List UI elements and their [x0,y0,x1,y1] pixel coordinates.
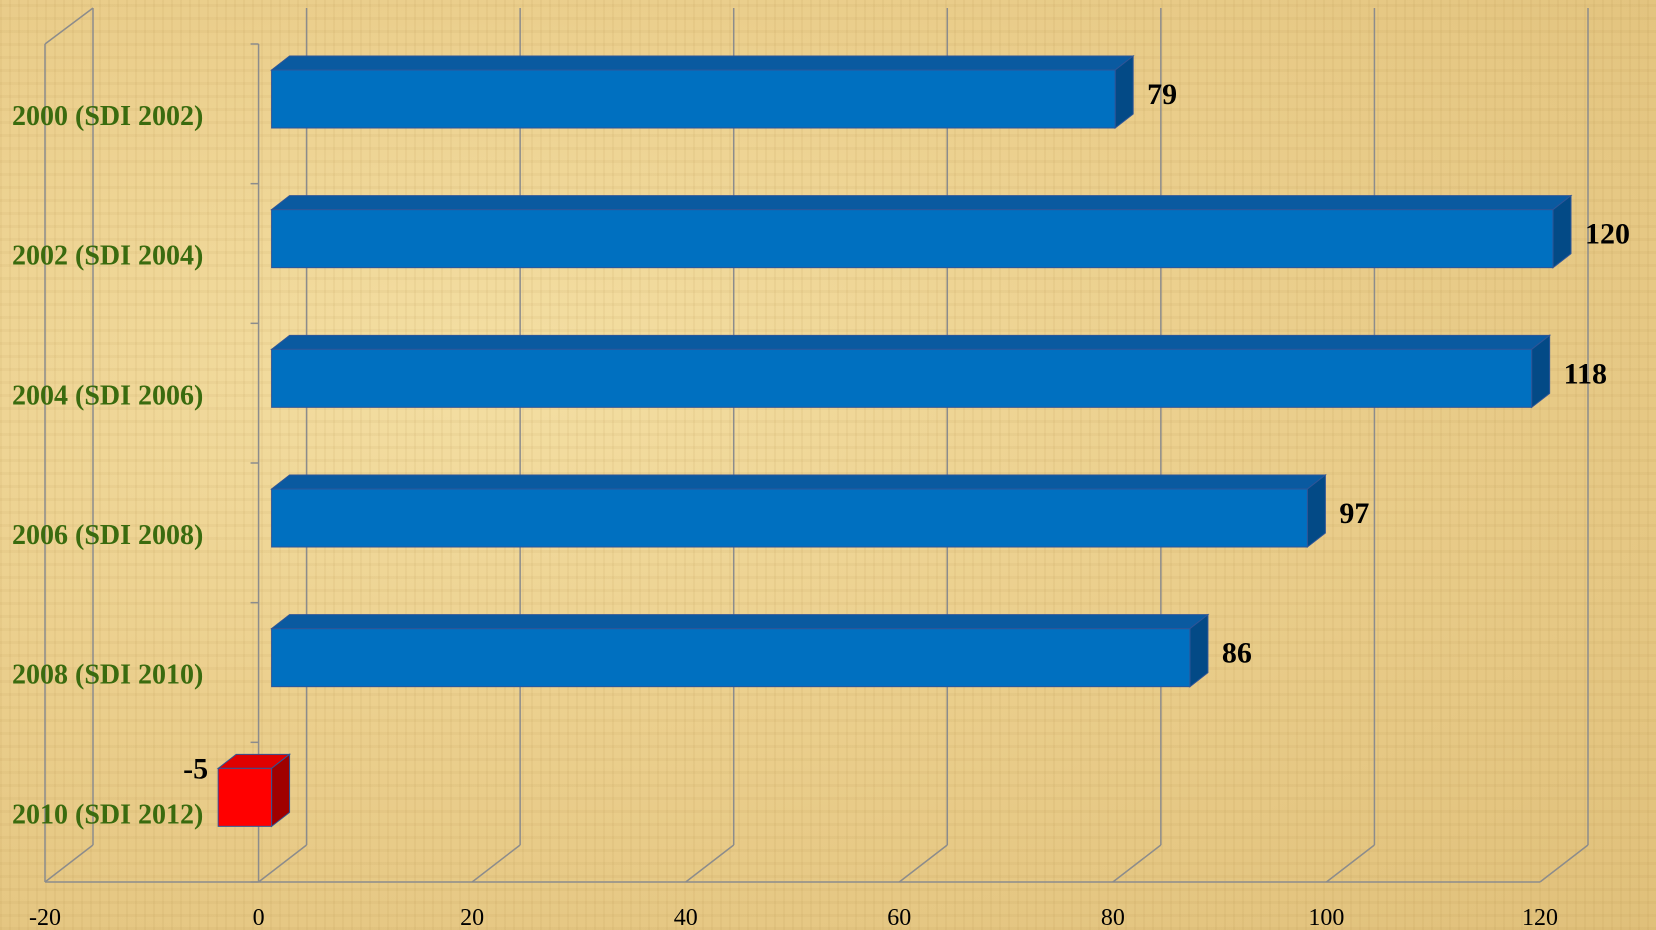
category-axis [250,43,260,883]
gridline-x-40 [685,8,735,883]
gridline-x-100 [1325,8,1376,883]
data-label-1: 79 [1147,78,1177,111]
bars [216,54,1573,828]
bar-4 [270,473,1327,549]
left-wall-top [44,7,94,45]
data-label-3: 118 [1564,357,1607,390]
gridline-x-80 [1112,8,1162,883]
x-tick-label-20: 20 [460,905,484,930]
data-label-6: -5 [183,752,208,785]
category-label: 2004 (SDI 2006) [12,380,203,411]
category-label: 2002 (SDI 2004) [12,241,203,272]
gridlines [44,7,1589,883]
labels: -20 0 20 40 60 80 100 120 2000 (SDI 2002) 2002 (S… [12,78,1630,930]
category-label: 2008 (SDI 2010) [12,660,203,691]
x-tick-label-0: 0 [253,905,265,930]
bar-6 [216,753,292,828]
x-tick-label-60: 60 [887,905,911,930]
category-label: 2006 (SDI 2008) [12,520,203,551]
x-tick-label-120: 120 [1522,905,1558,930]
bar-1 [270,54,1135,130]
x-tick-label-100: 100 [1308,905,1344,930]
bar-3 [270,334,1552,409]
data-label-4: 97 [1339,497,1369,530]
bar-2 [270,194,1573,269]
gridline-x-60 [898,8,949,883]
gridline-x-20 [471,8,521,883]
bar-5 [270,613,1210,688]
x-tick-label--20: -20 [29,905,61,930]
gridline-x--20 [44,8,94,883]
category-label: 2010 (SDI 2012) [12,799,203,830]
x-tick-label-40: 40 [674,905,698,930]
gridline-x-0 [258,8,308,883]
x-tick-label-80: 80 [1101,905,1125,930]
data-label-2: 120 [1585,218,1630,251]
gridline-x-120 [1539,8,1589,883]
data-label-5: 86 [1222,637,1252,670]
category-label: 2000 (SDI 2002) [12,101,203,132]
